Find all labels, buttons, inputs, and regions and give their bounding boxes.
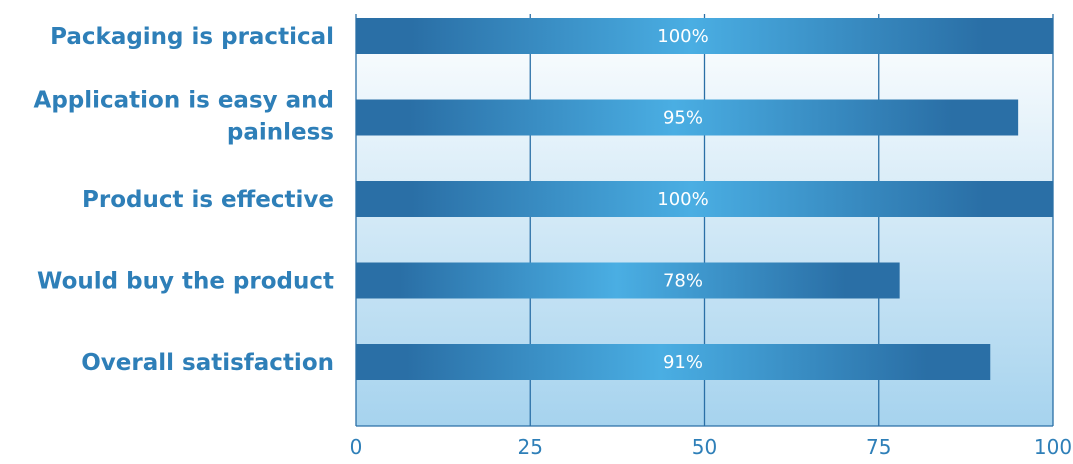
data-label: 78% xyxy=(663,271,703,292)
category-labels: Packaging is practical Application is eas… xyxy=(34,24,334,376)
x-tick-label: 25 xyxy=(518,435,543,459)
x-tick-label: 75 xyxy=(866,435,891,459)
category-label: Application is easy and painless xyxy=(34,88,334,146)
data-label: 100% xyxy=(657,26,708,47)
bar xyxy=(356,181,1053,217)
data-label: 100% xyxy=(657,189,708,210)
data-label: 95% xyxy=(663,108,703,129)
gridlines xyxy=(355,14,1054,427)
x-axis-ticks: 0 25 50 75 100 xyxy=(350,435,1072,459)
data-label: 91% xyxy=(663,352,703,373)
category-label: Packaging is practical xyxy=(50,24,334,50)
bars: 100% 95% 100% 78% 91% xyxy=(356,18,1053,380)
x-tick-label: 100 xyxy=(1034,435,1072,459)
category-label: Product is effective xyxy=(82,187,334,213)
bar xyxy=(356,344,991,380)
bar xyxy=(356,18,1053,54)
category-label: Would buy the product xyxy=(37,269,334,295)
bar xyxy=(356,99,1019,136)
x-tick-label: 50 xyxy=(692,435,717,459)
category-label: Overall satisfaction xyxy=(81,350,334,376)
bar xyxy=(356,262,900,299)
x-tick-label: 0 xyxy=(350,435,363,459)
